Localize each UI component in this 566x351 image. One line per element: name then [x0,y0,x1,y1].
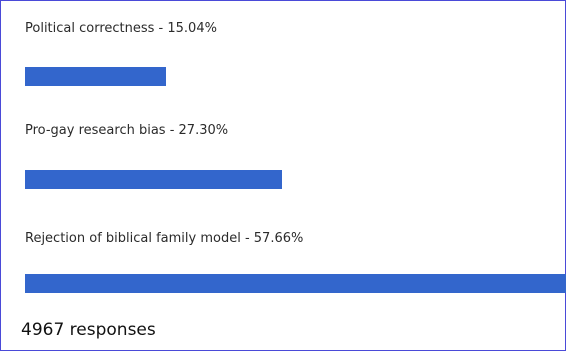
bar-track-pro-gay-research-bias [25,170,566,189]
bar-track-political-correctness [25,67,566,86]
option-label-pro-gay-research-bias: Pro-gay research bias - 27.30% [25,123,229,138]
responses-count: 4967 responses [21,320,156,340]
bar-pro-gay-research-bias [25,170,282,189]
option-label-political-correctness: Political correctness - 15.04% [25,21,217,36]
bar-track-rejection-of-biblical-family-model [25,274,566,293]
bar-rejection-of-biblical-family-model [25,274,566,293]
bar-political-correctness [25,67,166,86]
option-label-rejection-of-biblical-family-model: Rejection of biblical family model - 57.… [25,231,304,246]
